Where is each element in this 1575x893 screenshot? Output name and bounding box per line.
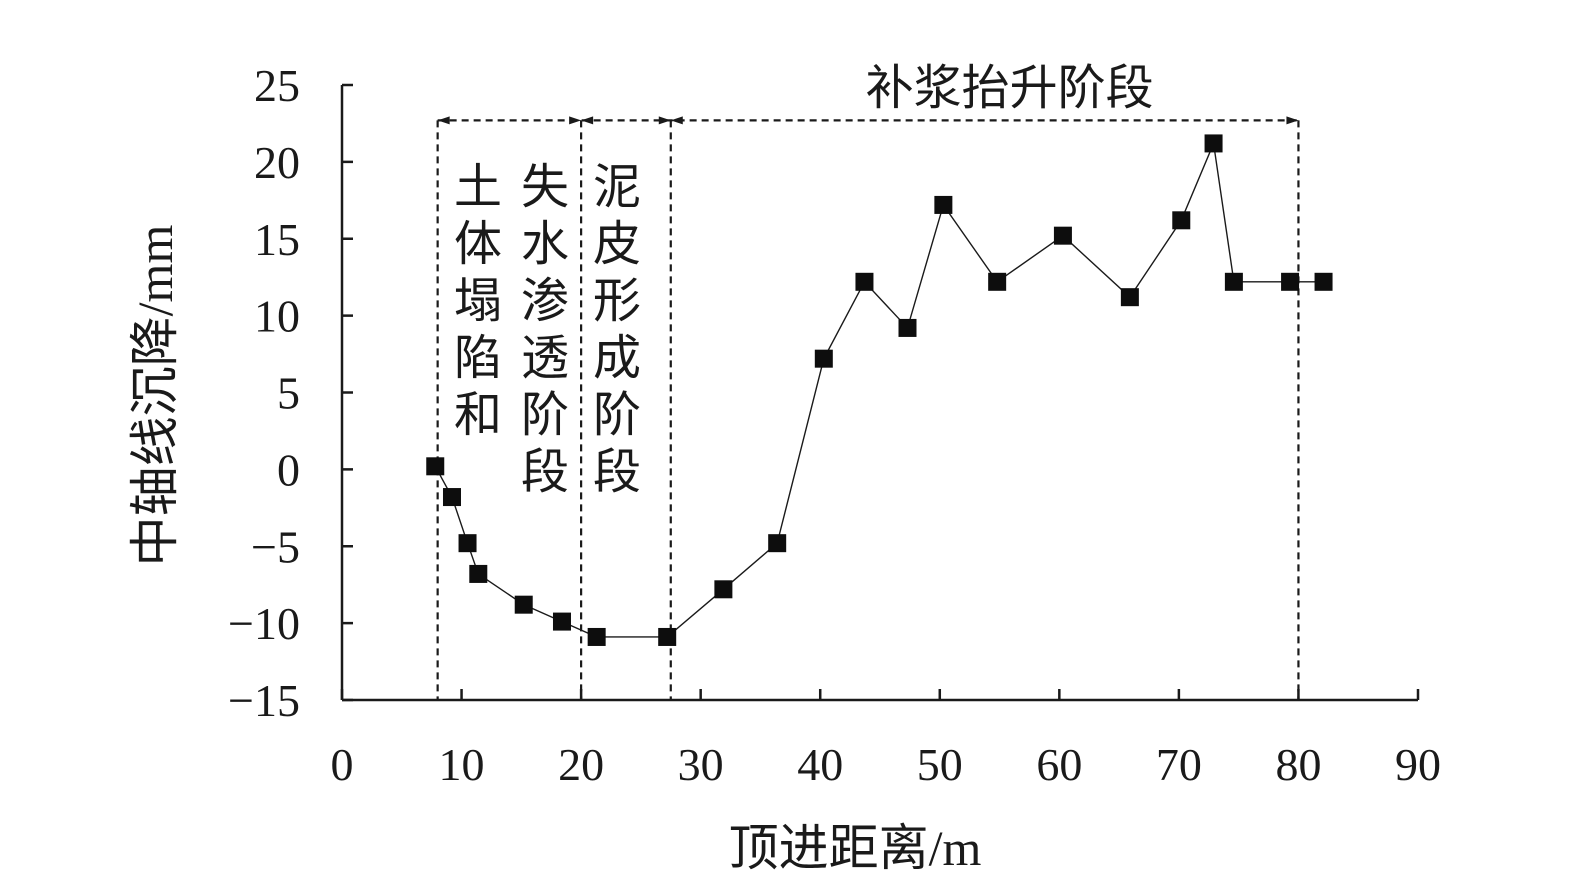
- stage-arrow-head: [437, 116, 450, 125]
- data-point: [469, 564, 488, 583]
- y-tick-label: 5: [277, 368, 300, 419]
- data-point: [1204, 134, 1223, 153]
- data-point: [514, 595, 533, 614]
- y-tick-label: −10: [228, 598, 300, 649]
- y-axis-ticks: 25 20 15 10 5 0 −5 −10 −15: [228, 60, 353, 726]
- data-point: [934, 195, 953, 214]
- x-tick-label: 70: [1156, 739, 1202, 790]
- series-line: [434, 140, 1324, 638]
- y-tick-label: 25: [254, 60, 300, 111]
- axes: [340, 85, 1418, 702]
- data-point: [898, 318, 917, 337]
- data-point: [552, 612, 571, 631]
- data-point: [768, 534, 787, 553]
- x-axis-title: 顶进距离/m: [729, 820, 982, 876]
- data-point: [988, 272, 1007, 291]
- x-tick-label: 50: [917, 739, 963, 790]
- stage-arrow-head: [658, 116, 671, 125]
- y-tick-label: 20: [254, 137, 300, 188]
- stage-label-vertical: 泥皮形成阶段: [593, 161, 641, 499]
- x-tick-label: 10: [439, 739, 485, 790]
- y-axis-title: 中轴线沉降/mm: [127, 225, 183, 567]
- stage-label-vertical: 土体塌陷和: [454, 161, 502, 442]
- y-tick-label: −15: [228, 675, 300, 726]
- data-point: [1314, 272, 1333, 291]
- x-tick-label: 80: [1275, 739, 1321, 790]
- stage-label-vertical: 失水渗透阶段: [521, 161, 569, 499]
- y-tick-label: 15: [254, 214, 300, 265]
- stage-arrow-head: [1286, 116, 1299, 125]
- data-point: [814, 349, 833, 368]
- stage-arrow-head: [569, 116, 582, 125]
- x-tick-label: 30: [678, 739, 724, 790]
- data-point: [1281, 272, 1300, 291]
- stage-arrow-head: [581, 116, 594, 125]
- data-point: [442, 488, 461, 507]
- data-point: [1053, 226, 1072, 245]
- data-point: [458, 534, 477, 553]
- x-axis-ticks: 0 10 20 30 40 50 60 70 80 90: [331, 689, 1441, 790]
- y-tick-label: −5: [251, 521, 300, 572]
- data-point: [1172, 211, 1191, 230]
- x-tick-label: 20: [558, 739, 604, 790]
- data-point: [658, 627, 677, 646]
- y-tick-label: 0: [277, 444, 300, 495]
- data-point: [855, 272, 874, 291]
- stage-boundaries: [436, 116, 1300, 700]
- data-point: [426, 457, 445, 476]
- x-tick-label: 40: [797, 739, 843, 790]
- x-tick-label: 0: [331, 739, 354, 790]
- y-tick-label: 10: [254, 291, 300, 342]
- data-point: [1224, 272, 1243, 291]
- data-point: [1120, 288, 1139, 307]
- plot-area: [426, 134, 1333, 646]
- x-tick-label: 60: [1036, 739, 1082, 790]
- x-tick-label: 90: [1395, 739, 1441, 790]
- stage-label-horizontal: 补浆抬升阶段: [866, 62, 1154, 115]
- data-point: [587, 627, 606, 646]
- data-point: [714, 580, 733, 599]
- stage-arrow-head: [670, 116, 683, 125]
